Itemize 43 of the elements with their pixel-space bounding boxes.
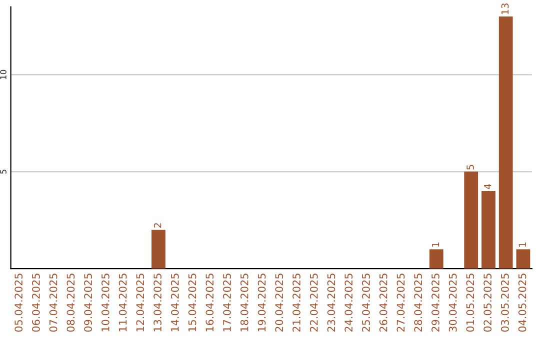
x-tick-label: 20.04.2025	[275, 274, 284, 332]
x-tick-label: 21.04.2025	[292, 274, 300, 332]
data-label: 1	[432, 242, 440, 247]
x-tick-label: 01.05.2025	[466, 274, 474, 332]
x-tick-label: 22.04.2025	[310, 274, 318, 332]
y-tick-label: 10	[0, 70, 6, 80]
x-tick-label: 13.04.2025	[154, 274, 162, 332]
x-tick-label: 30.04.2025	[448, 274, 457, 332]
x-tick-label: 10.04.2025	[101, 274, 110, 332]
x-tick-label: 03.05.2025	[500, 274, 509, 332]
x-tick-label: 12.04.2025	[136, 274, 144, 332]
data-label: 5	[466, 164, 474, 170]
x-tick-label: 08.04.2025	[66, 274, 75, 332]
x-tick-label: 14.04.2025	[170, 274, 179, 332]
data-label: 13	[501, 4, 509, 14]
x-tick-label: 06.04.2025	[32, 274, 40, 332]
x-tick-label: 19.04.2025	[258, 274, 266, 332]
x-tick-label: 24.04.2025	[344, 274, 353, 332]
bar	[151, 230, 166, 269]
x-tick-label: 26.04.2025	[379, 274, 388, 332]
x-tick-label: 09.04.2025	[84, 274, 92, 332]
data-label: 1	[518, 242, 526, 247]
x-tick-label: 18.04.2025	[240, 274, 248, 332]
x-tick-label: 27.04.2025	[396, 274, 405, 332]
x-tick-label: 16.04.2025	[206, 274, 214, 332]
bar	[429, 249, 444, 269]
x-tick-label: 02.05.2025	[484, 274, 492, 332]
x-tick-label: 29.04.2025	[432, 274, 440, 332]
x-tick-label: 15.04.2025	[188, 274, 196, 332]
data-label: 2	[154, 223, 162, 228]
x-tick-label: 05.04.2025	[14, 274, 23, 332]
x-tick-label: 11.04.2025	[118, 274, 127, 332]
x-tick-label: 17.04.2025	[223, 274, 231, 332]
bar	[464, 172, 478, 269]
x-tick-label: 28.04.2025	[414, 274, 422, 332]
x-tick-label: 25.04.2025	[362, 274, 370, 332]
x-tick-label: 23.04.2025	[327, 274, 336, 332]
x-tick-label: 07.04.2025	[49, 274, 58, 332]
bar	[498, 16, 513, 269]
bar	[516, 249, 530, 269]
bar	[482, 191, 496, 269]
x-tick-label: 04.05.2025	[518, 274, 526, 332]
data-label: 4	[484, 184, 492, 190]
